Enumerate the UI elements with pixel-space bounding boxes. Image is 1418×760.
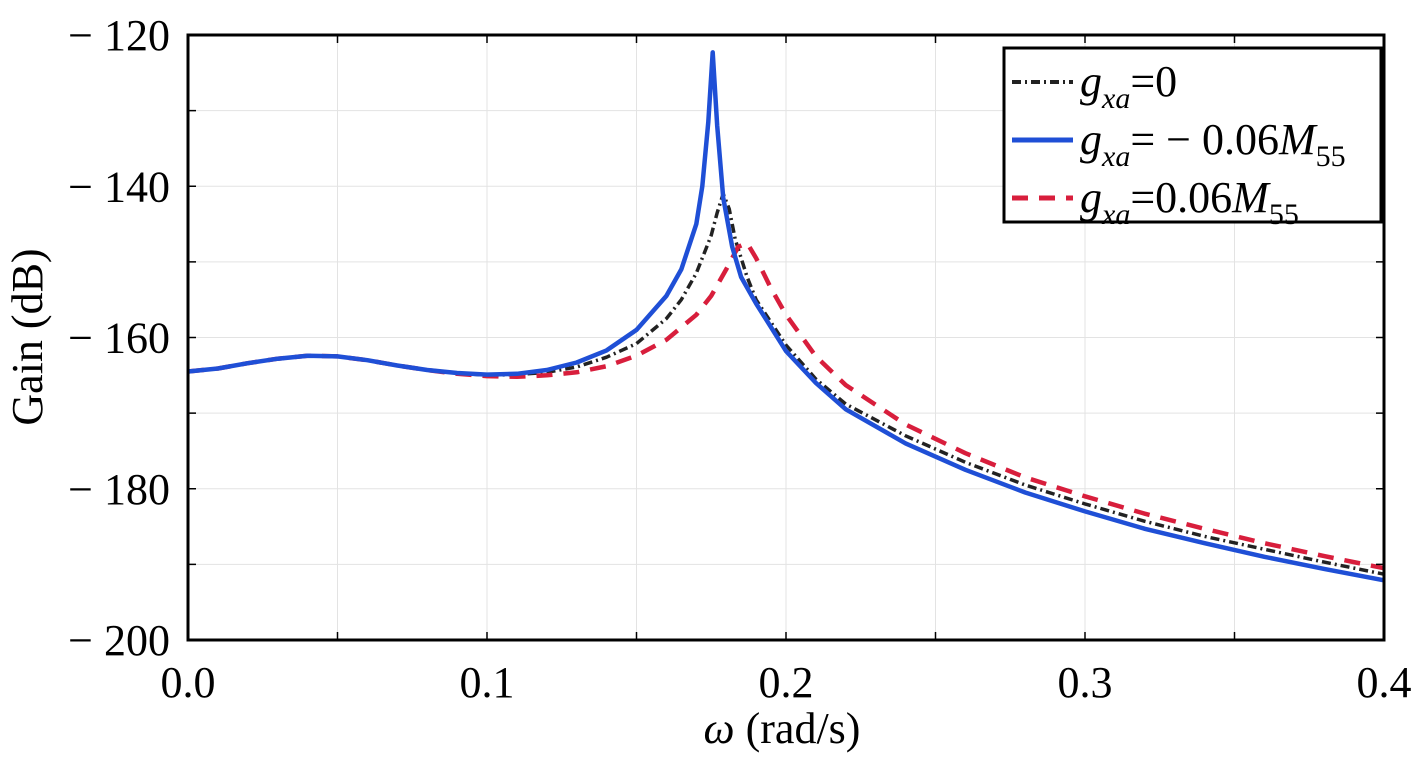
y-axis-title: Gain (dB) [3, 248, 52, 425]
y-tick-label: − 120 [68, 11, 170, 60]
y-tick-label: − 200 [68, 616, 170, 665]
legend-sym: M [1231, 173, 1271, 222]
legend-sym-sub: 55 [1316, 140, 1346, 173]
x-axis-unit: (rad/s) [735, 704, 861, 753]
legend-eq: =0.06 [1130, 173, 1232, 222]
legend-label: gxa=0 [1080, 57, 1177, 115]
legend-sym: M [1278, 115, 1318, 164]
legend-var-sub: xa [1101, 82, 1130, 115]
x-axis-title: ω (rad/s) [704, 704, 861, 753]
legend-eq: = − 0.06 [1130, 115, 1279, 164]
y-tick-value: 140 [104, 162, 170, 211]
legend-eq: =0 [1130, 57, 1177, 106]
y-tick-label: − 140 [68, 162, 170, 211]
y-tick-label: − 160 [68, 314, 170, 363]
y-tick-minus: − [68, 616, 104, 665]
x-tick-label: 0.0 [161, 658, 216, 707]
series-layer [187, 50, 1385, 583]
x-tick-label: 0.1 [460, 658, 515, 707]
legend-sym-sub: 55 [1269, 198, 1299, 231]
legend-var-sub: xa [1101, 198, 1130, 231]
series-line [187, 50, 1385, 583]
y-tick-minus: − [68, 162, 104, 211]
legend-var: g [1080, 115, 1102, 164]
ticks [187, 34, 1385, 641]
x-tick-label: 0.2 [759, 658, 814, 707]
tick-labels: 0.0 0.1 0.2 0.3 0.4− 120− 140− 160− 180− 200 [68, 11, 1411, 707]
y-tick-minus: − [68, 465, 104, 514]
y-tick-value: 180 [104, 465, 170, 514]
x-axis-symbol: ω [704, 704, 735, 753]
legend-box [1002, 46, 1383, 224]
y-tick-minus: − [68, 314, 104, 363]
x-tick-label: 0.4 [1357, 658, 1412, 707]
legend-var-sub: xa [1101, 140, 1130, 173]
y-tick-minus: − [68, 11, 104, 60]
x-tick-label: 0.3 [1058, 658, 1113, 707]
legend-label: gxa=0.06M55 [1080, 173, 1299, 231]
legend-var: g [1080, 57, 1102, 106]
legend-var: g [1080, 173, 1102, 222]
y-tick-value: 120 [104, 11, 170, 60]
y-tick-value: 160 [104, 314, 170, 363]
y-tick-value: 200 [104, 616, 170, 665]
legend-label: gxa= − 0.06M55 [1080, 115, 1346, 173]
y-tick-label: − 180 [68, 465, 170, 514]
